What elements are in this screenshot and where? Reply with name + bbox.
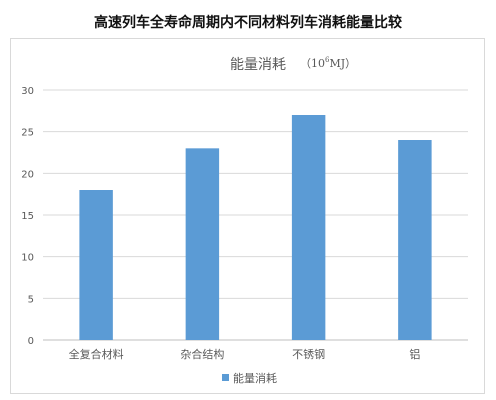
bar (398, 140, 432, 340)
x-tick-label: 不锈钢 (292, 348, 325, 361)
y-tick-label: 30 (21, 86, 34, 97)
unit-prefix: （10 (300, 57, 325, 70)
y-tick-label: 15 (21, 211, 34, 222)
chart-unit: （106MJ） (300, 56, 356, 70)
y-tick-label: 5 (28, 294, 34, 305)
legend-label: 能量消耗 (233, 371, 277, 385)
chart-title: 能量消耗 (230, 57, 286, 73)
y-tick-label: 10 (21, 253, 34, 264)
y-tick-label: 20 (21, 169, 34, 180)
x-tick-label: 铝 (409, 347, 420, 361)
bar (291, 115, 326, 340)
y-tick-label: 0 (28, 336, 34, 347)
legend: 能量消耗 (222, 371, 277, 385)
y-tick-label: 25 (21, 128, 34, 139)
bar (185, 148, 220, 340)
bar (79, 190, 113, 340)
x-tick-label: 杂合结构 (180, 347, 224, 361)
x-tick-label: 全复合材料 (69, 347, 124, 361)
unit-suffix: MJ） (329, 57, 356, 70)
legend-swatch (222, 374, 229, 381)
page-title: 高速列车全寿命周期内不同材料列车消耗能量比较 (94, 15, 402, 31)
unit-exponent: 6 (325, 56, 330, 64)
